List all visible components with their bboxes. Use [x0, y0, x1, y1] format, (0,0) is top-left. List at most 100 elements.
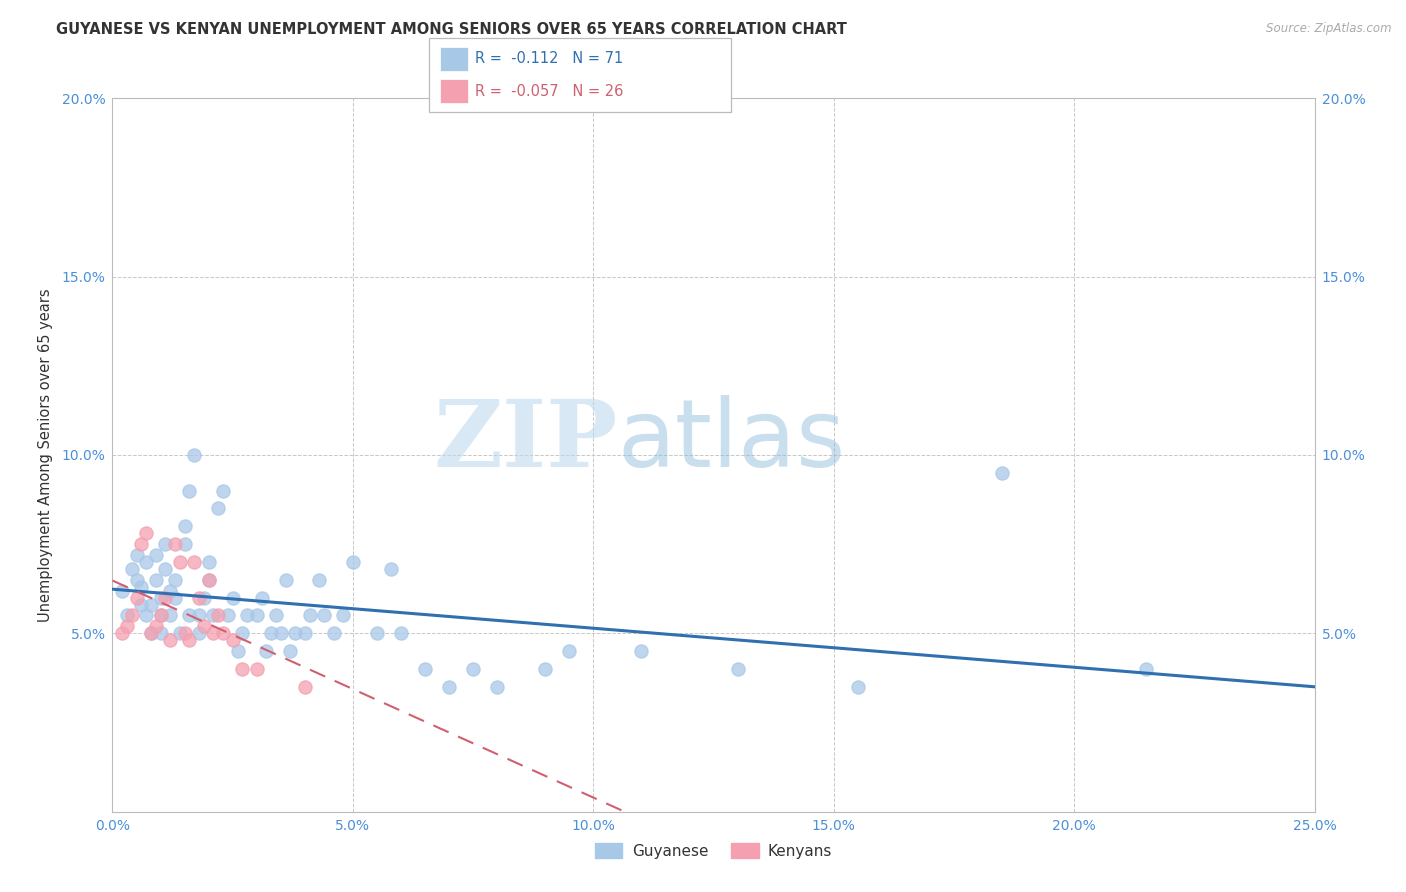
- Text: GUYANESE VS KENYAN UNEMPLOYMENT AMONG SENIORS OVER 65 YEARS CORRELATION CHART: GUYANESE VS KENYAN UNEMPLOYMENT AMONG SE…: [56, 22, 846, 37]
- Point: [159, 583, 181, 598]
- Point: [332, 608, 354, 623]
- Point: [231, 662, 253, 676]
- Point: [197, 573, 219, 587]
- Point: [727, 662, 749, 676]
- Point: [342, 555, 364, 569]
- Point: [173, 537, 195, 551]
- Point: [380, 562, 402, 576]
- Point: [298, 608, 321, 623]
- Point: [188, 591, 211, 605]
- Point: [149, 608, 172, 623]
- Point: [179, 633, 201, 648]
- Point: [212, 626, 235, 640]
- Point: [145, 619, 167, 633]
- Point: [207, 608, 229, 623]
- Point: [461, 662, 484, 676]
- Point: [294, 626, 316, 640]
- Point: [437, 680, 460, 694]
- Point: [254, 644, 277, 658]
- Point: [131, 537, 153, 551]
- Point: [173, 626, 195, 640]
- Point: [139, 598, 162, 612]
- Point: [197, 555, 219, 569]
- Point: [212, 483, 235, 498]
- Point: [111, 583, 134, 598]
- Point: [145, 548, 167, 562]
- Point: [163, 573, 186, 587]
- Point: [135, 526, 157, 541]
- Point: [135, 608, 157, 623]
- Point: [179, 483, 201, 498]
- Point: [183, 448, 205, 462]
- Point: [111, 626, 134, 640]
- Point: [155, 537, 177, 551]
- Point: [155, 591, 177, 605]
- Point: [236, 608, 259, 623]
- Point: [125, 573, 148, 587]
- Point: [193, 591, 215, 605]
- Point: [121, 608, 143, 623]
- Point: [322, 626, 344, 640]
- Text: ZIP: ZIP: [433, 396, 617, 485]
- Point: [163, 537, 186, 551]
- Point: [202, 608, 225, 623]
- Point: [139, 626, 162, 640]
- Point: [135, 555, 157, 569]
- Point: [115, 608, 138, 623]
- Point: [280, 644, 302, 658]
- Point: [246, 608, 269, 623]
- Point: [207, 501, 229, 516]
- Point: [188, 626, 211, 640]
- Point: [366, 626, 388, 640]
- Point: [155, 562, 177, 576]
- Point: [169, 555, 191, 569]
- Point: [846, 680, 869, 694]
- Point: [389, 626, 412, 640]
- Point: [149, 591, 172, 605]
- Y-axis label: Unemployment Among Seniors over 65 years: Unemployment Among Seniors over 65 years: [38, 288, 53, 622]
- Point: [163, 591, 186, 605]
- Point: [222, 633, 245, 648]
- Point: [270, 626, 292, 640]
- Point: [149, 608, 172, 623]
- Point: [991, 466, 1014, 480]
- Text: atlas: atlas: [617, 394, 845, 487]
- Point: [202, 626, 225, 640]
- Point: [173, 519, 195, 533]
- Point: [274, 573, 297, 587]
- Text: R =  -0.057   N = 26: R = -0.057 N = 26: [475, 84, 624, 98]
- Point: [246, 662, 269, 676]
- Point: [159, 608, 181, 623]
- Point: [226, 644, 249, 658]
- Point: [131, 598, 153, 612]
- Point: [284, 626, 307, 640]
- Point: [145, 573, 167, 587]
- Point: [534, 662, 557, 676]
- Point: [121, 562, 143, 576]
- Point: [179, 608, 201, 623]
- Point: [312, 608, 335, 623]
- Point: [131, 580, 153, 594]
- Point: [217, 608, 239, 623]
- Legend: Guyanese, Kenyans: Guyanese, Kenyans: [589, 837, 838, 864]
- Point: [125, 591, 148, 605]
- Point: [149, 626, 172, 640]
- Point: [193, 619, 215, 633]
- Point: [250, 591, 273, 605]
- Point: [159, 633, 181, 648]
- Point: [197, 573, 219, 587]
- Point: [183, 555, 205, 569]
- Point: [294, 680, 316, 694]
- Text: Source: ZipAtlas.com: Source: ZipAtlas.com: [1267, 22, 1392, 36]
- Point: [1135, 662, 1157, 676]
- Point: [260, 626, 283, 640]
- Point: [222, 591, 245, 605]
- Point: [486, 680, 509, 694]
- Point: [139, 626, 162, 640]
- Point: [169, 626, 191, 640]
- Point: [231, 626, 253, 640]
- Point: [308, 573, 330, 587]
- Text: R =  -0.112   N = 71: R = -0.112 N = 71: [475, 52, 623, 66]
- Point: [413, 662, 436, 676]
- Point: [630, 644, 652, 658]
